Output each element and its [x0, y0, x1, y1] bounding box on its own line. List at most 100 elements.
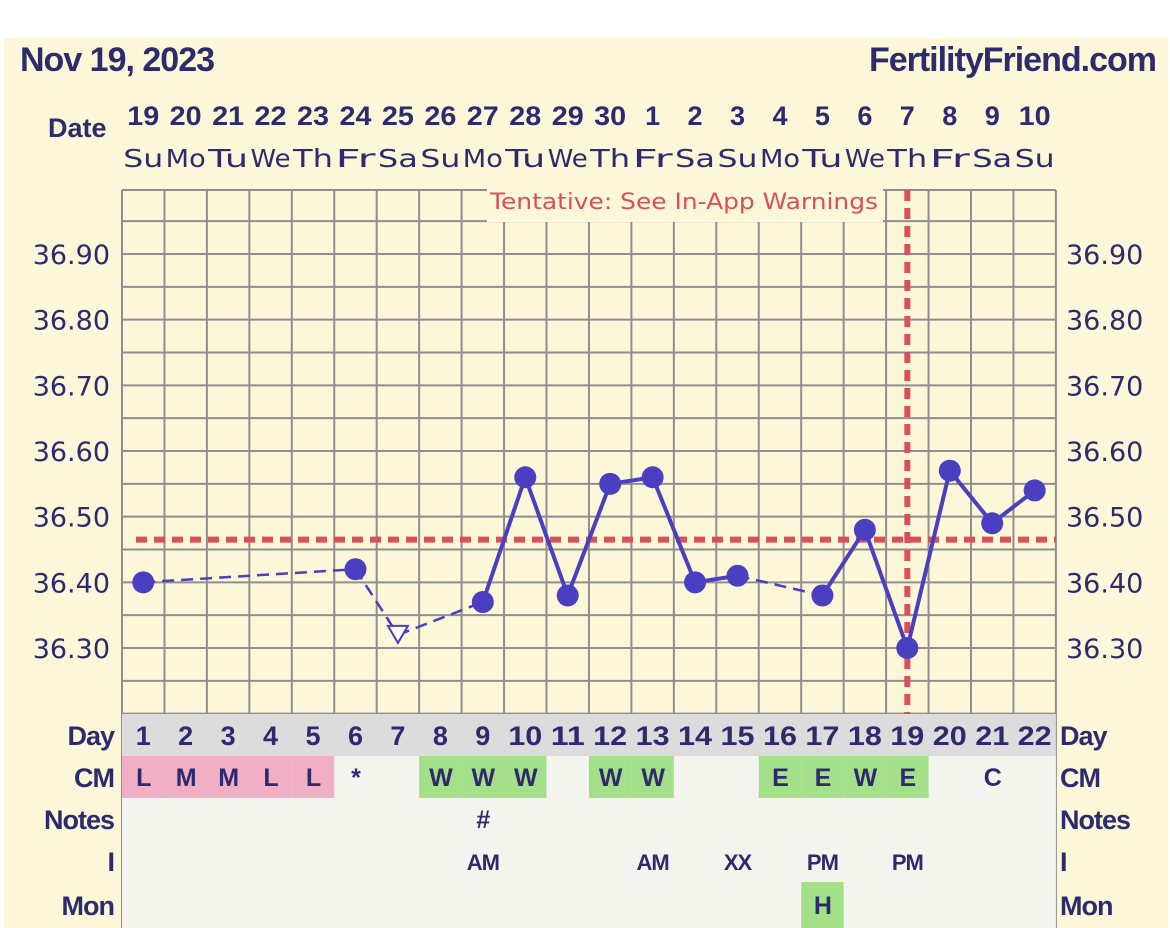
- cm-cell: W: [472, 764, 496, 792]
- day-number: 8: [433, 721, 448, 751]
- temperature-point: [641, 466, 664, 489]
- date-label: 27: [467, 101, 499, 131]
- intercourse-cell: PM: [892, 850, 923, 875]
- cm-cell: C: [984, 764, 1002, 792]
- day-number: 20: [933, 721, 967, 751]
- day-number: 6: [348, 721, 363, 751]
- weekday-label: Mo: [166, 144, 206, 173]
- cm-cell-fill: [886, 756, 929, 798]
- weekday-label: Mo: [760, 144, 800, 173]
- weekday-label: Sa: [675, 144, 715, 173]
- cm-cell: M: [176, 764, 196, 792]
- date-label: 10: [1019, 101, 1051, 131]
- temperature-segment: [565, 483, 613, 597]
- weekday-label: Su: [420, 144, 460, 173]
- labels: 36.90 36.90 36.80 36.80 36.70 36.70 36.60 36.60…: [33, 101, 1144, 921]
- weekday-label: Sa: [378, 144, 418, 173]
- temperature-segment: [397, 600, 484, 637]
- cm-cell-fill: [249, 756, 292, 798]
- row-label-right-i: I: [1060, 847, 1067, 877]
- row-label-left-i: I: [107, 847, 114, 877]
- temperature-segment: [523, 476, 570, 597]
- cm-cell-fill: [122, 756, 165, 798]
- bottom-rows: [122, 714, 1056, 928]
- temperature-segment: [737, 574, 823, 597]
- temperature-segment: [820, 528, 867, 597]
- date-label: 21: [212, 101, 244, 131]
- day-number: 4: [263, 721, 278, 751]
- date-label: 23: [297, 101, 329, 131]
- temperature-segment: [143, 567, 356, 584]
- row-label-left-notes: Notes: [44, 805, 114, 835]
- day-number: 21: [975, 721, 1009, 751]
- day-number: 10: [508, 721, 542, 751]
- weekday-label: Su: [718, 144, 758, 173]
- date-label: 2: [688, 101, 703, 131]
- y-tick-label-left: 36.40: [33, 568, 110, 599]
- temperature-point: [938, 459, 961, 482]
- cm-cell: W: [599, 764, 623, 792]
- day-number: 7: [390, 721, 405, 751]
- row-label-right-day: Day: [1060, 721, 1108, 751]
- date-label: 20: [170, 101, 202, 131]
- cm-cell: W: [514, 764, 538, 792]
- weekday-label: Th: [886, 144, 927, 173]
- weekday-label: Th: [589, 144, 630, 173]
- y-tick-label-right: 36.40: [1066, 568, 1143, 599]
- y-tick-label-right: 36.90: [1066, 240, 1143, 271]
- cm-cell: E: [815, 764, 831, 792]
- day-number: 12: [593, 721, 627, 751]
- y-tick-label-left: 36.30: [33, 634, 110, 665]
- monitor-cell-fill: [801, 882, 844, 928]
- date-label: 30: [594, 101, 626, 131]
- date-row-label: Date: [48, 113, 107, 143]
- cm-cell-fill: [461, 756, 505, 798]
- temperature-point: [811, 584, 834, 607]
- intercourse-cell: AM: [637, 850, 669, 875]
- cm-cell: W: [854, 764, 878, 792]
- weekday-label: Fr: [930, 144, 971, 173]
- temperature-segment: [354, 568, 399, 636]
- weekday-label: Su: [123, 144, 163, 173]
- intercourse-cell: AM: [467, 850, 499, 875]
- day-number: 22: [1018, 721, 1052, 751]
- weekday-label: We: [845, 144, 885, 173]
- cm-cell: W: [641, 764, 665, 792]
- day-number: 2: [178, 721, 193, 751]
- cm-cell: E: [899, 764, 915, 792]
- intercourse-cell: PM: [807, 850, 838, 875]
- date-label: 1: [645, 101, 660, 131]
- weekday-label: Mo: [463, 144, 503, 173]
- temperature-segment: [905, 470, 952, 649]
- cm-cell-fill: [631, 756, 674, 798]
- cm-cell-fill: [758, 756, 802, 798]
- date-label: 3: [730, 101, 745, 131]
- weekday-label: Tu: [207, 144, 248, 173]
- temperature-segment: [480, 476, 528, 603]
- row-label-left-day: Day: [67, 721, 115, 751]
- row-label-left-mon: Mon: [62, 891, 114, 921]
- date-label: 24: [339, 101, 371, 131]
- y-tick-label-right: 36.80: [1066, 306, 1143, 337]
- cm-cell-fill: [164, 756, 207, 798]
- y-tick-label-left: 36.90: [33, 240, 110, 271]
- day-number: 11: [551, 721, 585, 751]
- day-number: 14: [678, 721, 712, 751]
- day-number: 3: [221, 721, 236, 751]
- monitor-cell: H: [814, 892, 831, 920]
- row-label-right-notes: Notes: [1060, 805, 1130, 835]
- date-label: 26: [424, 101, 456, 131]
- cm-cell: L: [306, 764, 321, 792]
- temperature-point: [132, 571, 155, 594]
- cm-cell-fill: [504, 756, 547, 798]
- row-label-left-cm: CM: [74, 763, 114, 793]
- temperature-point: [471, 591, 494, 614]
- row-bg: [122, 798, 1056, 840]
- date-label: 9: [985, 101, 1000, 131]
- weekday-label: We: [251, 144, 291, 173]
- temperature-point: [853, 518, 876, 541]
- cm-cell-fill: [206, 756, 250, 798]
- weekday-label: Su: [1015, 144, 1055, 173]
- temperature-point: [556, 584, 579, 607]
